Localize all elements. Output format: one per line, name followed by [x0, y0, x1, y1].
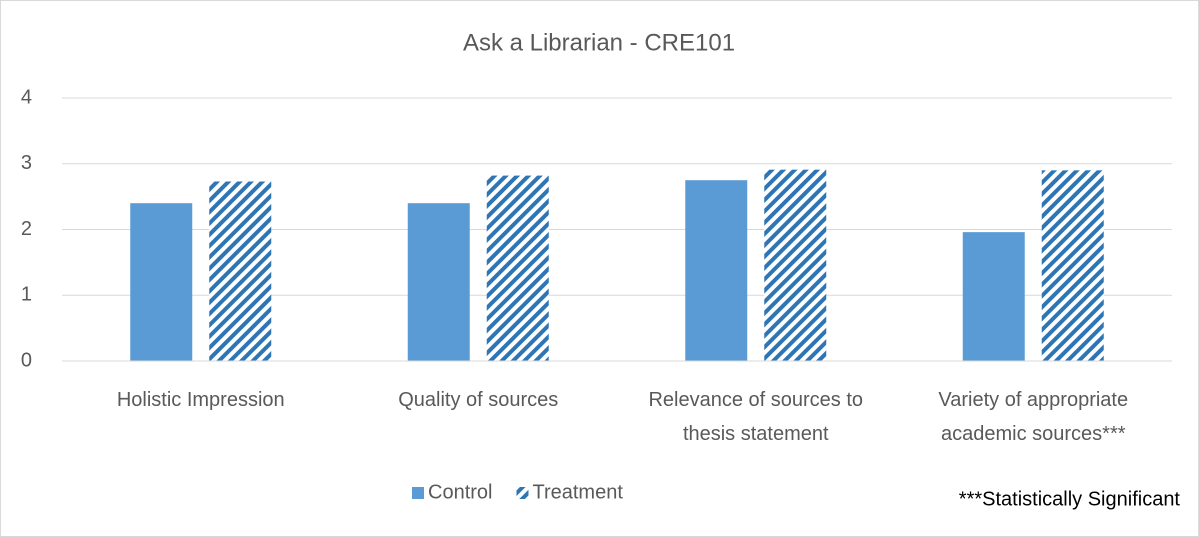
x-tick-label: Relevance of sources to thesis statement	[648, 389, 863, 445]
bar	[486, 175, 549, 361]
y-tick-label: 0	[21, 349, 32, 371]
bar	[1041, 170, 1104, 361]
bar	[209, 181, 272, 361]
annotation: ***Statistically Significant	[959, 488, 1181, 510]
legend-label: Control	[428, 481, 492, 503]
bar	[130, 203, 193, 361]
y-tick-label: 2	[21, 218, 32, 240]
bar	[685, 180, 748, 361]
y-tick-label: 3	[21, 152, 32, 174]
legend-label: Treatment	[532, 481, 623, 503]
bar	[764, 169, 827, 361]
bar	[407, 203, 470, 361]
x-tick-label: Quality of sources	[398, 389, 558, 411]
y-tick-label: 1	[21, 284, 32, 306]
y-tick-label: 4	[21, 86, 32, 108]
legend-swatch	[516, 487, 529, 499]
x-tick-label: Variety of appropriate academic sources**…	[938, 389, 1128, 445]
x-tick-label: Holistic Impression	[117, 389, 285, 411]
chart-title: Ask a Librarian - CRE101	[463, 29, 735, 56]
legend-swatch	[412, 487, 424, 499]
bar	[962, 232, 1025, 361]
